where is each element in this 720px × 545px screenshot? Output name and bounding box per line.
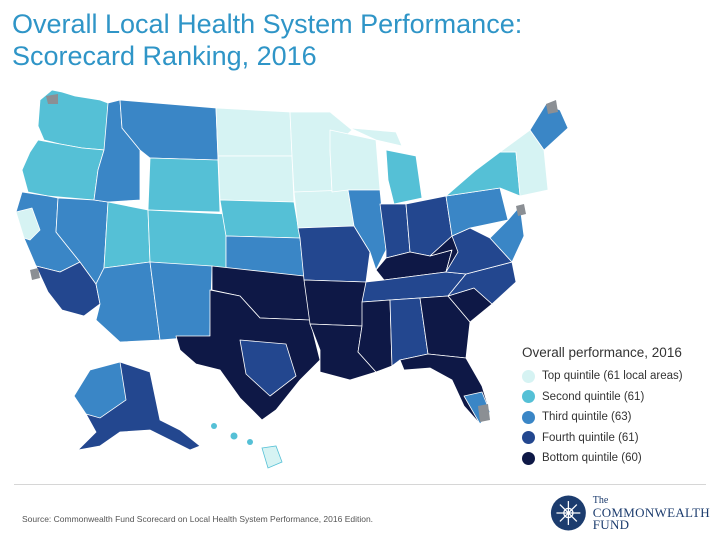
legend-items: Top quintile (61 local areas) Second quin… — [522, 366, 712, 469]
region-california-coast — [15, 207, 41, 241]
source-note: Source: Commonwealth Fund Scorecard on L… — [22, 514, 374, 524]
region-iowa — [293, 189, 355, 229]
legend-label: Top quintile (61 local areas) — [542, 370, 683, 383]
region-maine — [529, 103, 569, 151]
no-data-patch — [478, 404, 490, 422]
legend-swatch — [522, 410, 535, 424]
region-south-dakota — [217, 155, 295, 203]
region-arizona — [95, 261, 161, 343]
region-north-dakota — [215, 107, 293, 157]
legend-swatch — [522, 390, 535, 404]
region-colorado — [147, 209, 227, 269]
region-new-york — [445, 151, 521, 197]
legend-item: Fourth quintile (61) — [522, 428, 712, 449]
legend-title: Overall performance, 2016 — [522, 345, 682, 360]
logo-the: The — [592, 495, 609, 506]
legend-swatch — [522, 451, 535, 465]
map-legend: Overall performance, 2016 Top quintile (… — [522, 345, 712, 469]
logo-line-2: FUND — [592, 517, 630, 532]
legend-label: Third quintile (63) — [542, 411, 632, 424]
legend-swatch — [522, 431, 535, 445]
map-title: Overall Local Health System Performance:… — [12, 8, 612, 72]
commonwealth-fund-logo: The COMMONWEALTH FUND — [550, 492, 710, 534]
region-utah — [103, 201, 151, 269]
legend-item: Third quintile (63) — [522, 407, 712, 428]
no-data-patch — [516, 204, 526, 216]
legend-item: Bottom quintile (60) — [522, 448, 712, 469]
legend-label: Bottom quintile (60) — [542, 452, 642, 465]
region-hawaii — [211, 423, 283, 469]
region-michigan — [385, 149, 423, 205]
map-title-line-1: Overall Local Health System Performance: — [12, 9, 523, 39]
region-new-mexico — [149, 261, 213, 341]
region-michigan-up — [349, 127, 403, 147]
legend-item: Top quintile (61 local areas) — [522, 366, 712, 387]
region-wisconsin — [329, 129, 381, 193]
region-west-virginia — [429, 235, 459, 273]
legend-swatch — [522, 369, 535, 383]
footer-divider — [14, 484, 706, 485]
no-data-patch — [546, 100, 558, 114]
no-data-patch — [30, 268, 40, 280]
map-title-line-2: Scorecard Ranking, 2016 — [12, 41, 317, 71]
logo-emblem-icon — [550, 495, 586, 531]
logo-text: The COMMONWEALTH FUND — [593, 495, 710, 531]
region-alaska-west — [73, 361, 127, 419]
legend-item: Second quintile (61) — [522, 387, 712, 408]
region-wyoming — [147, 157, 221, 213]
no-data-patch — [46, 94, 58, 104]
region-oregon — [21, 139, 105, 201]
region-texas-central — [239, 339, 297, 397]
legend-label: Second quintile (61) — [542, 390, 645, 403]
mainland-us — [15, 89, 569, 425]
region-georgia — [419, 295, 471, 359]
region-nebraska — [219, 199, 301, 239]
region-mid-atlantic — [489, 205, 525, 263]
legend-label: Fourth quintile (61) — [542, 431, 639, 444]
logo-line-1: COMMONWEALTH — [592, 505, 710, 520]
region-arkansas — [303, 279, 367, 327]
no-data-areas — [30, 94, 558, 422]
